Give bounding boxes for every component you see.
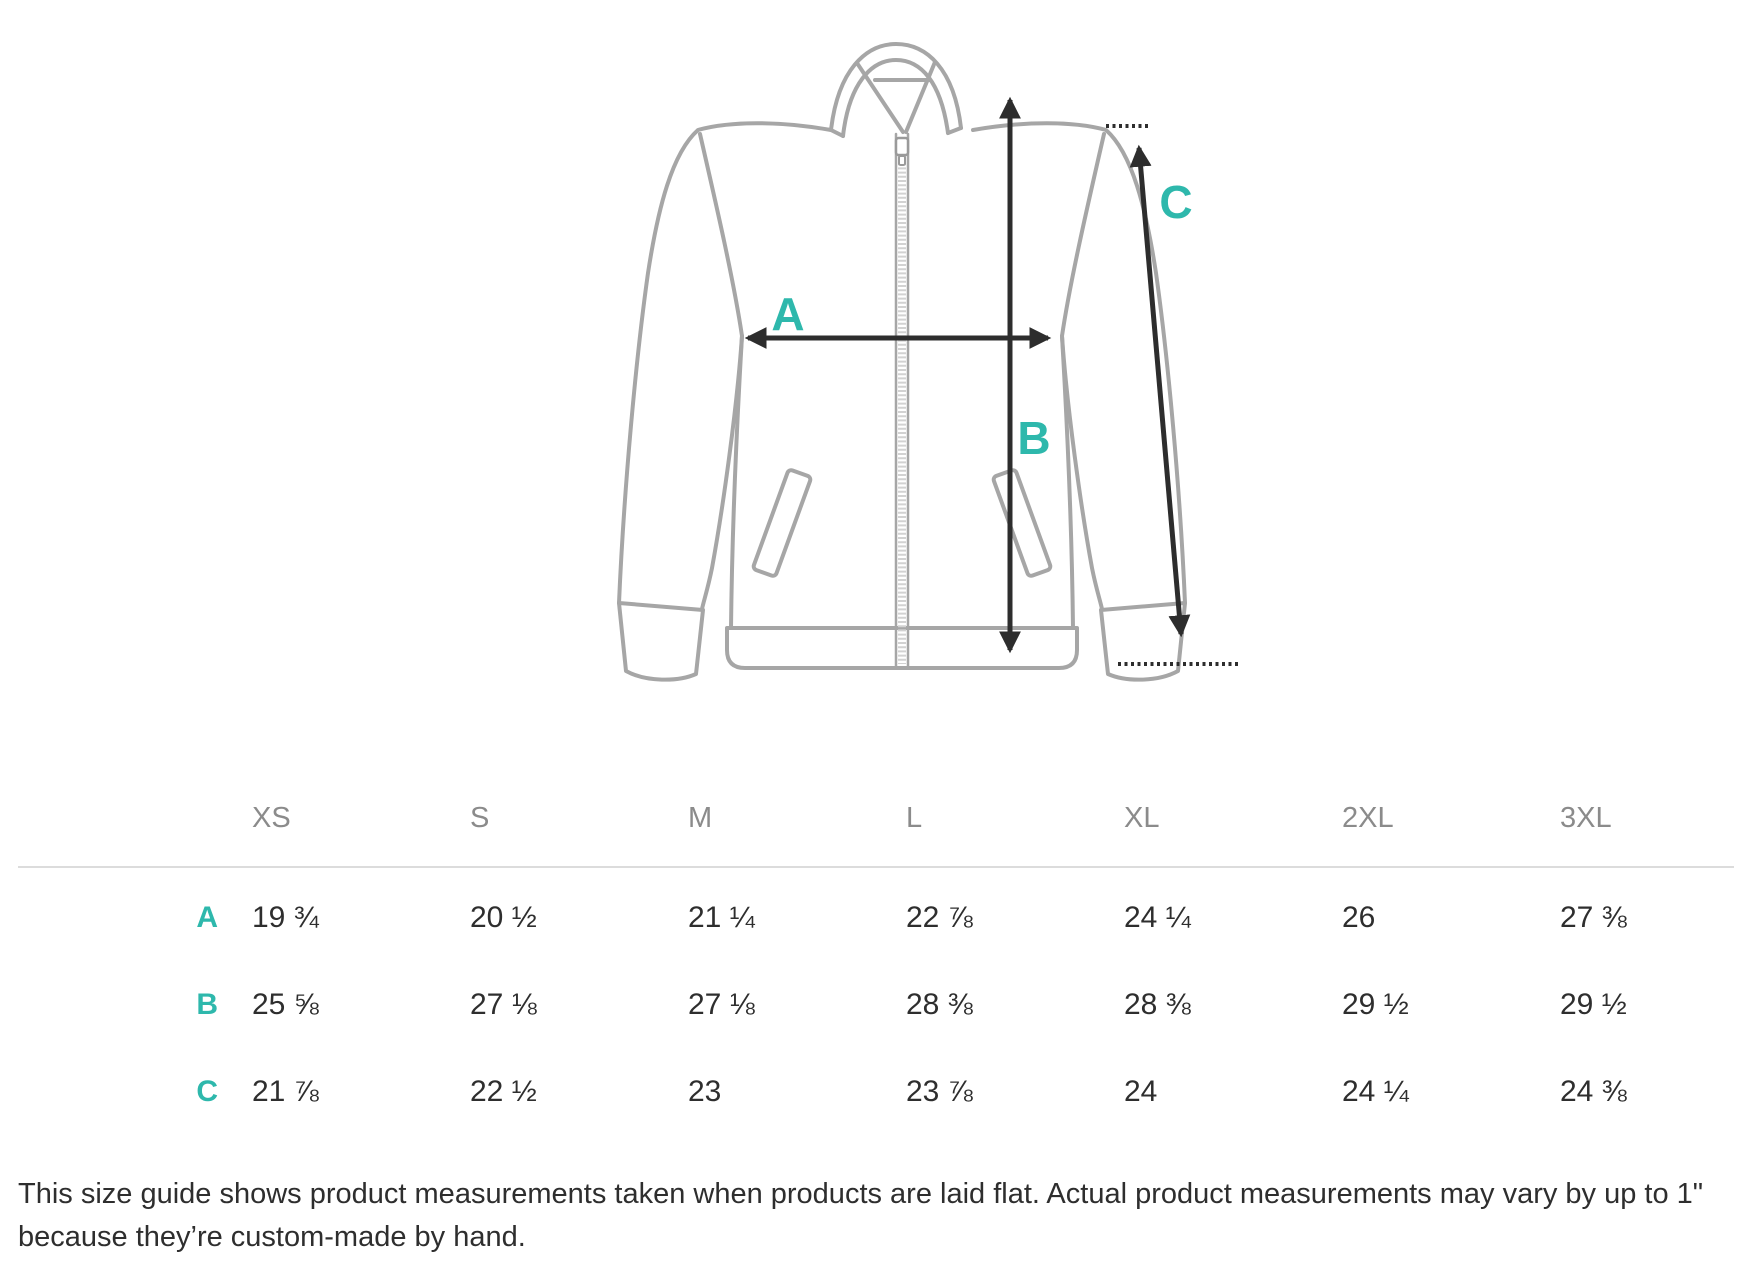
zipper-pull bbox=[894, 136, 910, 157]
size-column-m: M bbox=[688, 801, 713, 834]
value-a-xl: 24 ¼ bbox=[1124, 900, 1191, 934]
jacket-diagram-svg: A B C bbox=[617, 42, 1238, 682]
zipper-pull-tab bbox=[898, 155, 906, 166]
value-a-3xl: 27 ⅜ bbox=[1560, 900, 1627, 934]
size-column-2xl: 2XL bbox=[1342, 801, 1394, 834]
sleeve-label-c: C bbox=[1159, 176, 1192, 228]
row-label-b: B bbox=[196, 987, 218, 1021]
row-label-c: C bbox=[196, 1074, 218, 1108]
table-row-c-sleeve: C 21 ⅞ 22 ½ 23 23 ⅞ 24 24 ¼ 24 ⅜ bbox=[0, 1048, 1758, 1135]
value-a-xs: 19 ¾ bbox=[252, 900, 319, 934]
length-label-b: B bbox=[1017, 412, 1050, 464]
measurement-arrows bbox=[744, 96, 1238, 666]
jacket-measurement-diagram: A B C bbox=[590, 18, 1270, 698]
value-b-xl: 28 ⅜ bbox=[1124, 987, 1191, 1021]
jacket-collar bbox=[829, 42, 963, 138]
size-guide-disclaimer: This size guide shows product measuremen… bbox=[18, 1173, 1744, 1259]
row-label-a: A bbox=[196, 900, 218, 934]
value-a-l: 22 ⅞ bbox=[906, 900, 973, 934]
value-c-xs: 21 ⅞ bbox=[252, 1074, 319, 1108]
value-c-l: 23 ⅞ bbox=[906, 1074, 973, 1108]
disclaimer-line-2: because they’re custom-made by hand. bbox=[18, 1221, 526, 1253]
size-chart-header-row: XS S M L XL 2XL 3XL bbox=[0, 796, 1758, 840]
value-a-s: 20 ½ bbox=[470, 900, 537, 934]
value-c-m: 23 bbox=[688, 1074, 722, 1108]
value-b-m: 27 ⅛ bbox=[688, 987, 755, 1021]
size-column-l: L bbox=[906, 801, 923, 834]
value-a-m: 21 ¼ bbox=[688, 900, 755, 934]
jacket-right-side bbox=[971, 121, 1187, 682]
jacket-hem-band bbox=[725, 626, 1079, 670]
table-header-divider bbox=[18, 866, 1734, 868]
value-c-xl: 24 bbox=[1124, 1074, 1158, 1108]
value-c-3xl: 24 ⅜ bbox=[1560, 1074, 1627, 1108]
value-a-2xl: 26 bbox=[1342, 900, 1376, 934]
jacket-left-side bbox=[617, 121, 833, 682]
table-row-a-width: A 19 ¾ 20 ½ 21 ¼ 22 ⅞ 24 ¼ 26 27 ⅜ bbox=[0, 874, 1758, 961]
value-c-s: 22 ½ bbox=[470, 1074, 537, 1108]
disclaimer-line-1: This size guide shows product measuremen… bbox=[18, 1178, 1704, 1210]
jacket-left-pocket bbox=[751, 468, 813, 578]
size-column-3xl: 3XL bbox=[1560, 801, 1612, 834]
value-c-2xl: 24 ¼ bbox=[1342, 1074, 1409, 1108]
value-b-2xl: 29 ½ bbox=[1342, 987, 1409, 1021]
value-b-s: 27 ⅛ bbox=[470, 987, 537, 1021]
size-column-xs: XS bbox=[252, 801, 291, 834]
value-b-xs: 25 ⅝ bbox=[252, 987, 319, 1021]
value-b-l: 28 ⅜ bbox=[906, 987, 973, 1021]
width-label-a: A bbox=[771, 288, 804, 340]
table-row-b-length: B 25 ⅝ 27 ⅛ 27 ⅛ 28 ⅜ 28 ⅜ 29 ½ 29 ½ bbox=[0, 961, 1758, 1048]
jacket-right-pocket bbox=[991, 468, 1053, 578]
size-column-xl: XL bbox=[1124, 801, 1160, 834]
value-b-3xl: 29 ½ bbox=[1560, 987, 1627, 1021]
sleeve-arrow bbox=[1129, 144, 1191, 638]
size-column-s: S bbox=[470, 801, 490, 834]
